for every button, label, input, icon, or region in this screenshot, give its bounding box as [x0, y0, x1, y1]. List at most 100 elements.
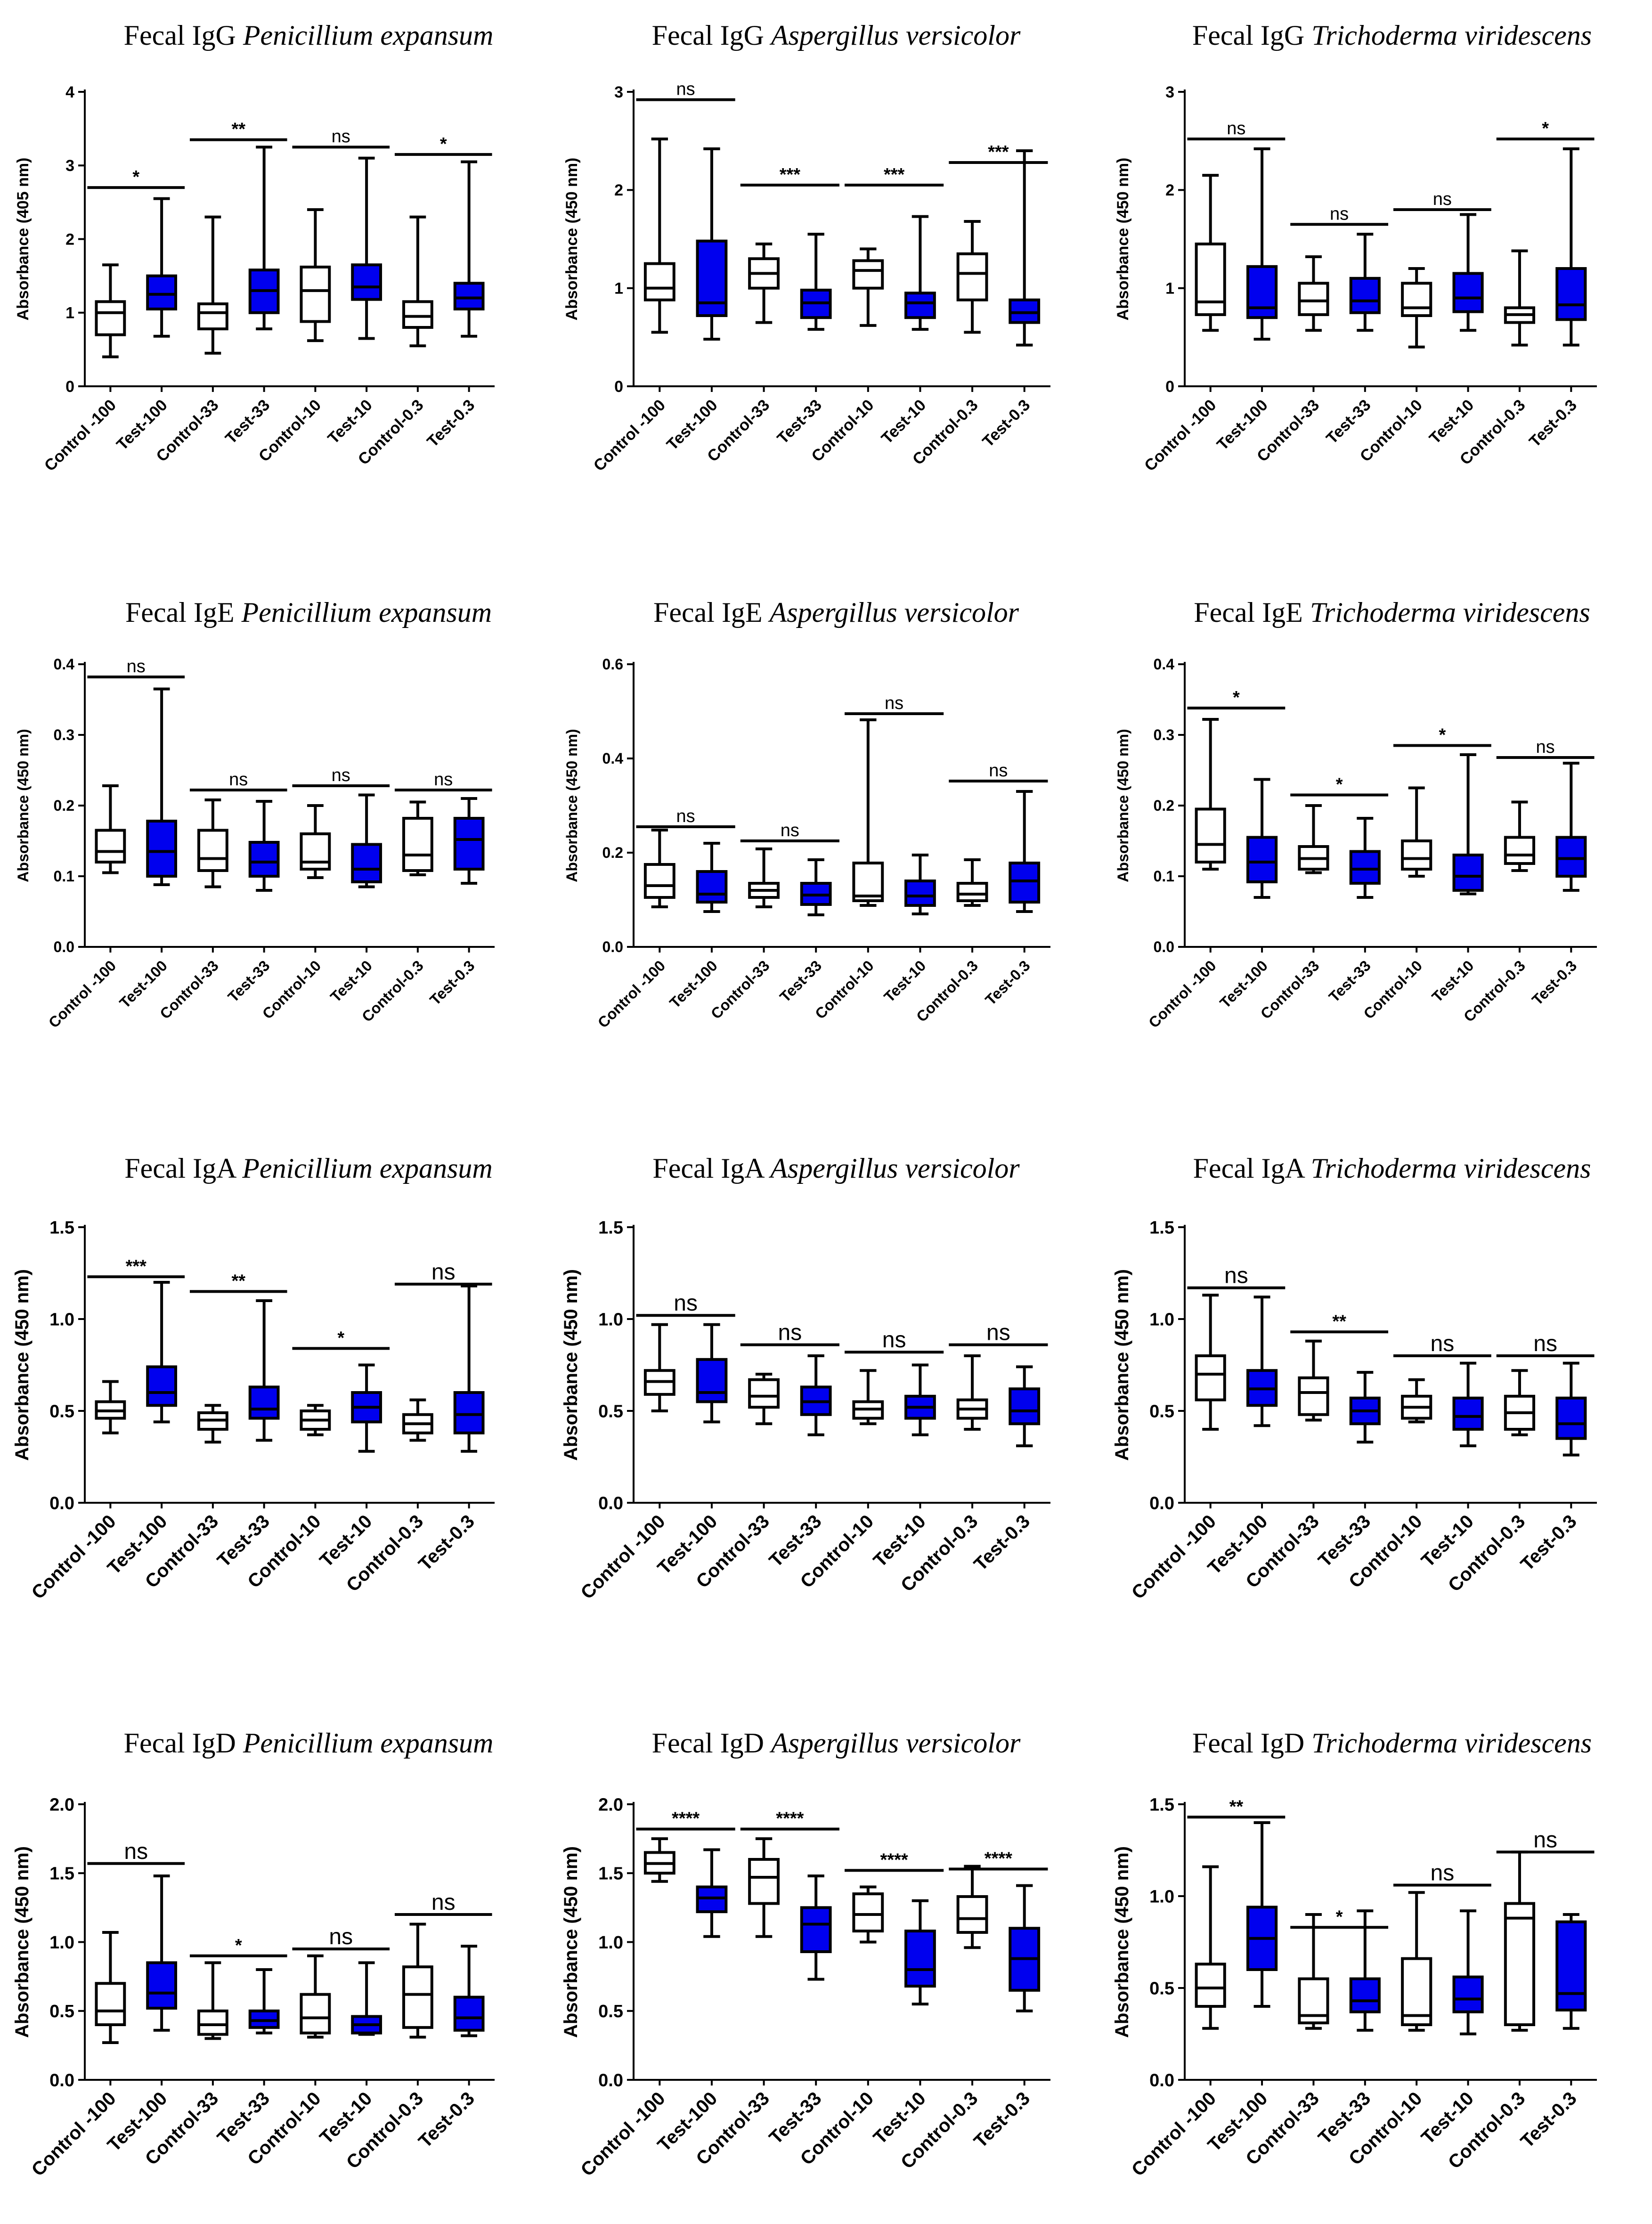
box-control — [1195, 242, 1226, 316]
y-tick-label: 1 — [614, 280, 623, 298]
chart-title: Fecal IgE Penicillium expansum — [125, 597, 492, 628]
chart-title: Fecal IgE Trichoderma viridescens — [1194, 597, 1590, 628]
box-control — [643, 863, 675, 899]
category-label: Test-33 — [1326, 957, 1374, 1005]
significance-label: ns — [986, 1320, 1010, 1345]
category-label: Control -100 — [1128, 1511, 1220, 1603]
chart-title-prefix: Fecal IgD — [124, 1727, 243, 1759]
y-tick-label: 4 — [65, 83, 74, 101]
box-test — [146, 274, 178, 310]
chart-ige-asp: Fecal IgE Aspergillus versicolor Absorban… — [563, 597, 1050, 1031]
significance-label: **** — [776, 1809, 804, 1829]
significance-label: ns — [676, 807, 695, 826]
box-test — [1452, 272, 1484, 313]
significance-label: ** — [1332, 1312, 1346, 1331]
y-tick-label: 0.0 — [1149, 1493, 1174, 1513]
y-axis-label: Absorbance (450 nm) — [561, 1269, 581, 1461]
box-control — [956, 882, 988, 902]
chart-title-prefix: Fecal IgE — [125, 597, 242, 628]
y-tick-label: 1.5 — [1149, 1218, 1174, 1238]
significance-label: * — [1542, 119, 1549, 138]
chart-title-species: Penicillium expansum — [242, 1153, 493, 1184]
significance-label: **** — [672, 1809, 700, 1829]
significance-label: * — [1233, 688, 1240, 708]
significance-label: ns — [1533, 1331, 1557, 1356]
box-test — [146, 1365, 178, 1407]
significance-label: ns — [989, 761, 1008, 781]
box-control — [1401, 839, 1432, 871]
box-test — [1246, 265, 1278, 319]
box-test — [1349, 277, 1381, 314]
y-tick-label: 0.0 — [1154, 938, 1174, 955]
chart-title-prefix: Fecal IgD — [652, 1727, 771, 1759]
y-tick-label: 2 — [65, 230, 74, 248]
chart-title-prefix: Fecal IgA — [652, 1153, 770, 1184]
box-test — [1452, 1396, 1484, 1431]
significance-label: ns — [1227, 119, 1245, 138]
box-control — [852, 862, 884, 902]
box-control — [1195, 1963, 1226, 2008]
significance-label: * — [1336, 1907, 1343, 1927]
chart-title-prefix: Fecal IgG — [124, 20, 243, 51]
category-label: Control -100 — [41, 396, 120, 475]
box-control — [402, 1965, 433, 2029]
box-control — [956, 252, 988, 301]
box-test — [1009, 1387, 1041, 1426]
box-test — [800, 1906, 832, 1953]
y-axis-label: Absorbance (450 nm) — [1112, 1846, 1132, 2038]
category-label: Control -100 — [1141, 396, 1220, 475]
chart-iga-pen: Fecal IgA Penicillium expansum Absorbance… — [12, 1153, 495, 1603]
y-tick-label: 0.4 — [602, 750, 624, 767]
box-test — [1555, 836, 1587, 878]
category-label: Test-33 — [1323, 396, 1374, 448]
significance-label: ns — [1431, 1861, 1455, 1886]
y-tick-label: 2.0 — [49, 1795, 74, 1815]
chart-title-species: Penicillium expansum — [241, 597, 492, 628]
box-control — [300, 1993, 331, 2035]
y-tick-label: 0.5 — [49, 1401, 74, 1421]
chart-title-species: Trichoderma viridescens — [1311, 20, 1592, 51]
box-test — [453, 1391, 485, 1434]
y-tick-label: 0.4 — [54, 656, 75, 673]
chart-title-prefix: Fecal IgG — [1192, 20, 1311, 51]
y-tick-label: 0.1 — [54, 868, 74, 885]
significance-label: ns — [124, 1839, 148, 1864]
chart-title: Fecal IgG Aspergillus versicolor — [652, 20, 1021, 51]
y-tick-label: 0.5 — [49, 2002, 74, 2021]
y-axis-label: Absorbance (450 nm) — [1112, 1269, 1132, 1461]
y-tick-label: 0.2 — [602, 844, 623, 861]
box-test — [146, 820, 178, 878]
y-tick-label: 1.5 — [598, 1218, 623, 1238]
chart-title-prefix: Fecal IgE — [653, 597, 770, 628]
chart-title-prefix: Fecal IgA — [1193, 1153, 1311, 1184]
box-control — [748, 1378, 780, 1409]
chart-igd-asp: Fecal IgD Aspergillus versicolor Absorban… — [561, 1727, 1050, 2180]
box-test — [248, 841, 280, 878]
y-tick-label: 0.6 — [602, 656, 623, 673]
significance-label: ns — [674, 1291, 698, 1316]
box-control — [197, 302, 228, 331]
chart-title-species: Aspergillus versicolor — [768, 597, 1019, 628]
chart-title-species: Aspergillus versicolor — [768, 1153, 1020, 1184]
y-tick-label: 2 — [614, 181, 623, 199]
box-test — [696, 1358, 728, 1403]
chart-title: Fecal IgD Trichoderma viridescens — [1192, 1727, 1592, 1759]
significance-label: ns — [882, 1328, 906, 1352]
chart-igg-tri: Fecal IgG Trichoderma viridescens Absorba… — [1114, 20, 1597, 475]
y-tick-label: 1 — [1165, 280, 1174, 298]
category-label: Test-100 — [666, 957, 721, 1011]
box-control — [1504, 1902, 1536, 2027]
significance-label: *** — [780, 165, 801, 185]
category-label: Test-0.3 — [415, 2088, 479, 2152]
significance-label: ns — [676, 80, 695, 99]
chart-title: Fecal IgA Aspergillus versicolor — [652, 1153, 1020, 1184]
y-axis-label: Absorbance (450 nm) — [563, 729, 580, 882]
y-tick-label: 3 — [65, 157, 74, 175]
y-tick-label: 0.3 — [54, 726, 74, 743]
significance-label: ns — [229, 770, 248, 790]
category-label: Test-33 — [222, 396, 273, 448]
significance-label: ns — [1536, 737, 1555, 757]
significance-label: *** — [988, 142, 1009, 162]
y-axis-label: Absorbance (450 nm) — [15, 729, 32, 882]
box-control — [95, 1982, 126, 2026]
